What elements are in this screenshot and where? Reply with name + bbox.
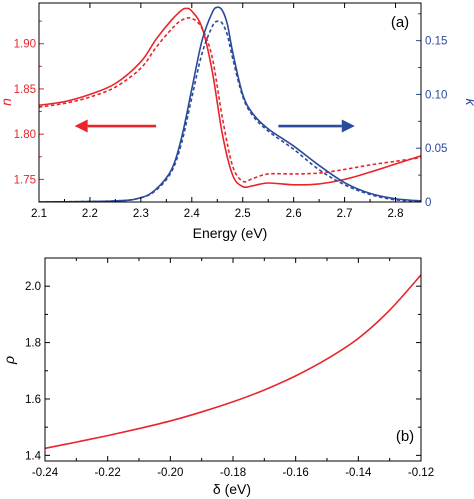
- panel-a-y-right-tick-label: 0.05: [425, 143, 447, 155]
- panel-b-y-tick-label: 1.6: [25, 394, 41, 406]
- panel-a-series-n-dashed: [39, 17, 421, 183]
- panel-a-y-right-tick-label: 0: [425, 197, 431, 209]
- panel-a-y-left-tick-label: 1.85: [14, 84, 36, 96]
- panel-a-y-left-tick-label: 1.80: [14, 129, 36, 141]
- panel-a-y-right-tick-label: 0.10: [425, 89, 447, 101]
- panel-a: 2.1 2.2 2.3 2.4 2.5 2.6 2.7 2.8 1.75 1.80 1.85 1.90…: [0, 2, 474, 241]
- panel-b-x-tick-label: -0.20: [157, 467, 183, 479]
- panel-a-y-right-tick-label: 0.15: [425, 36, 447, 48]
- panel-b-y-tick-label: 1.4: [25, 450, 42, 462]
- panel-a-x-tick-label: 2.4: [184, 208, 201, 220]
- panel-a-x-axis-title: Energy (eV): [193, 225, 268, 241]
- panel-a-arrow-right: [278, 119, 355, 133]
- panel-b-x-tick-label: -0.22: [95, 467, 121, 479]
- panel-a-frame: [38, 2, 422, 203]
- panel-b-x-tick-label: -0.24: [32, 467, 59, 479]
- panel-a-x-tick-label: 2.7: [337, 208, 353, 220]
- panel-a-x-tick-label: 2.8: [388, 208, 404, 220]
- panel-b-y-tick-label: 2.0: [25, 281, 41, 293]
- panel-a-series-k-solid: [39, 6, 421, 202]
- panel-b-x-tick-label: -0.16: [283, 467, 309, 479]
- panel-a-y-left-title: n: [0, 98, 14, 106]
- panel-a-x-tick-label: 2.1: [31, 208, 47, 220]
- panel-b-label: (b): [396, 428, 414, 445]
- panel-b-y-tick-label: 1.8: [25, 338, 41, 350]
- panel-b-x-axis-title: δ (eV): [213, 481, 251, 497]
- panel-a-label: (a): [391, 14, 409, 31]
- panel-a-x-tick-label: 2.6: [286, 208, 302, 220]
- panel-b-y-axis-title: ρ: [1, 356, 17, 365]
- panel-a-arrow-left: [74, 119, 157, 133]
- panel-b-x-tick-label: -0.18: [220, 467, 246, 479]
- panel-a-y-left-tick-label: 1.75: [14, 174, 36, 186]
- panel-b: -0.24 -0.22 -0.20 -0.18 -0.16 -0.14 -0.12 1.4 1.…: [1, 257, 434, 497]
- panel-b-x-tick-label: -0.14: [345, 467, 372, 479]
- panel-b-frame: [44, 257, 422, 462]
- panel-a-x-tick-label: 2.3: [133, 208, 149, 220]
- panel-a-x-tick-label: 2.5: [235, 208, 251, 220]
- panel-a-series-k-dashed: [39, 20, 421, 202]
- panel-a-x-tick-label: 2.2: [82, 208, 98, 220]
- panel-b-series-rho: [45, 274, 421, 450]
- panel-a-y-left-tick-label: 1.90: [14, 39, 36, 51]
- panel-b-x-tick-label: -0.12: [408, 467, 434, 479]
- panel-a-series-n-solid: [39, 7, 421, 189]
- panel-a-y-right-title: k: [463, 99, 474, 107]
